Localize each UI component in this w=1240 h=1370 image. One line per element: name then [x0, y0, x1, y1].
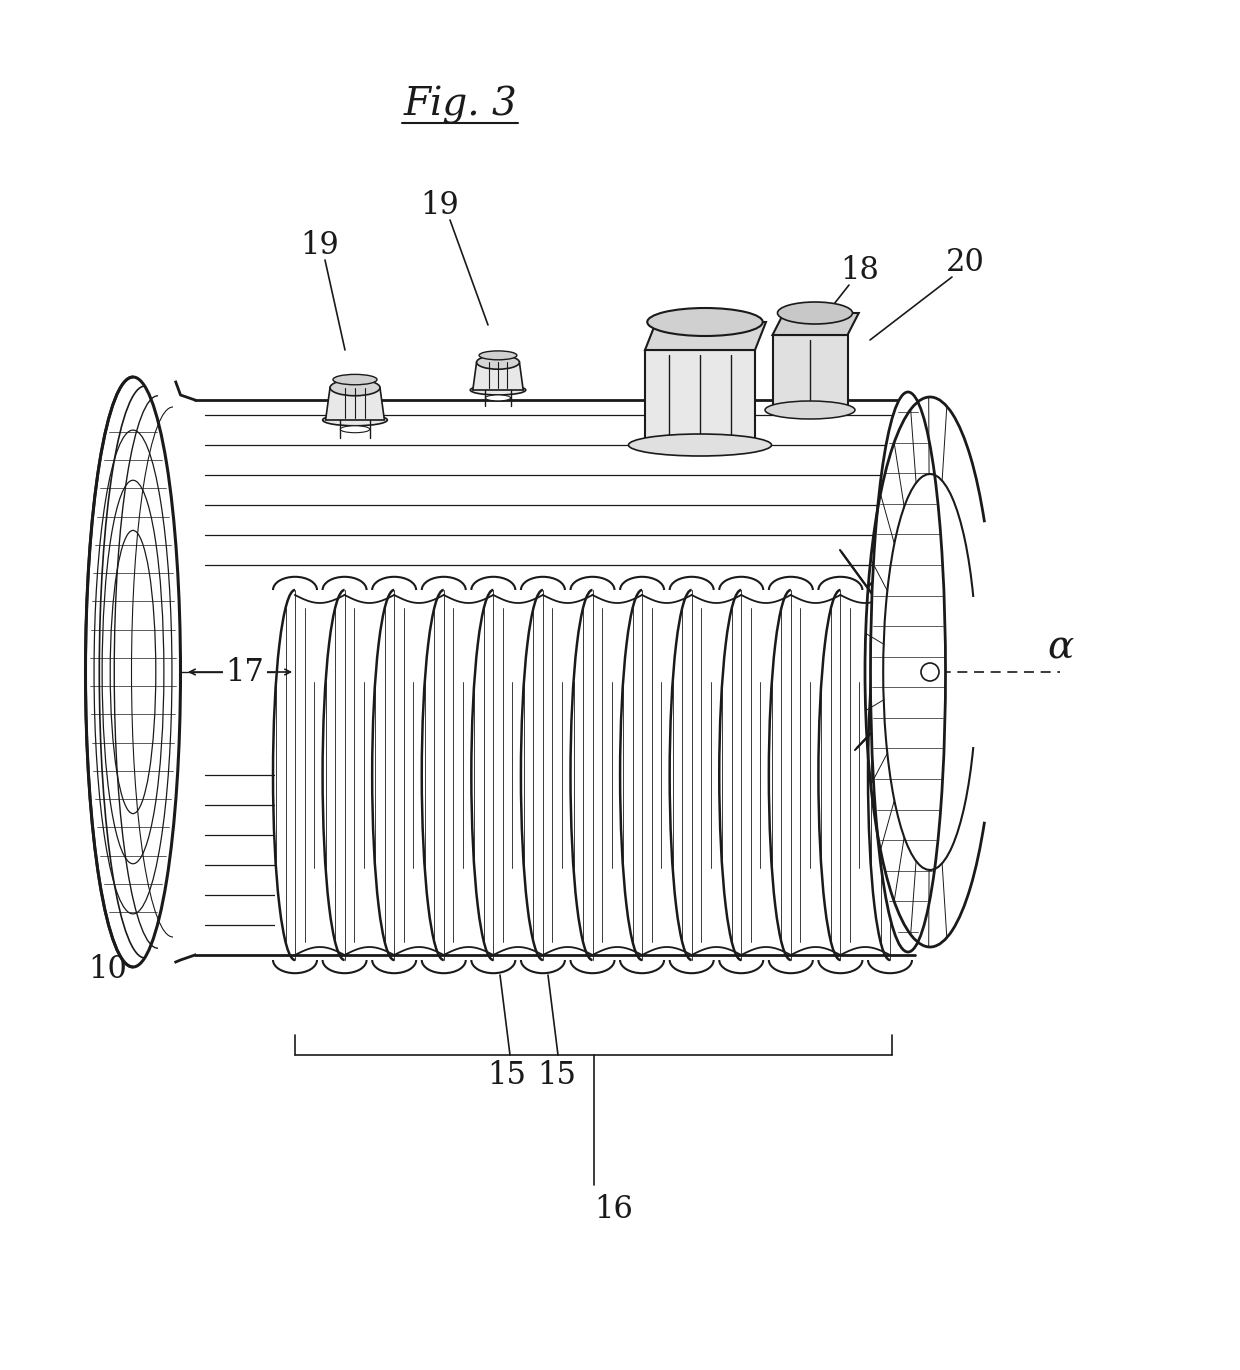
- FancyBboxPatch shape: [195, 400, 915, 955]
- Text: 16: 16: [594, 1195, 634, 1226]
- Ellipse shape: [86, 377, 181, 967]
- Text: 15: 15: [537, 1059, 577, 1091]
- Text: 20: 20: [946, 247, 985, 278]
- Polygon shape: [773, 336, 847, 410]
- Text: 15: 15: [487, 1059, 527, 1091]
- Text: 17: 17: [226, 656, 264, 688]
- Polygon shape: [326, 388, 384, 421]
- Text: 10: 10: [88, 955, 128, 985]
- Ellipse shape: [340, 426, 370, 433]
- Bar: [275, 595, 910, 955]
- Ellipse shape: [485, 395, 511, 401]
- Ellipse shape: [330, 379, 379, 396]
- Ellipse shape: [921, 663, 939, 681]
- Ellipse shape: [334, 374, 377, 385]
- Text: 19: 19: [300, 230, 340, 260]
- Ellipse shape: [479, 351, 517, 360]
- Ellipse shape: [476, 355, 520, 369]
- Text: 19: 19: [420, 189, 459, 221]
- Ellipse shape: [765, 401, 856, 419]
- Ellipse shape: [870, 392, 945, 952]
- Text: Fig. 3: Fig. 3: [403, 86, 517, 125]
- Text: 18: 18: [841, 255, 879, 285]
- Ellipse shape: [629, 434, 771, 456]
- Polygon shape: [645, 322, 766, 349]
- Ellipse shape: [322, 414, 387, 426]
- Text: α: α: [1047, 629, 1073, 666]
- Polygon shape: [773, 312, 859, 336]
- Polygon shape: [645, 349, 755, 445]
- Ellipse shape: [647, 308, 763, 336]
- Ellipse shape: [777, 301, 853, 323]
- Ellipse shape: [470, 385, 526, 395]
- Polygon shape: [472, 362, 523, 390]
